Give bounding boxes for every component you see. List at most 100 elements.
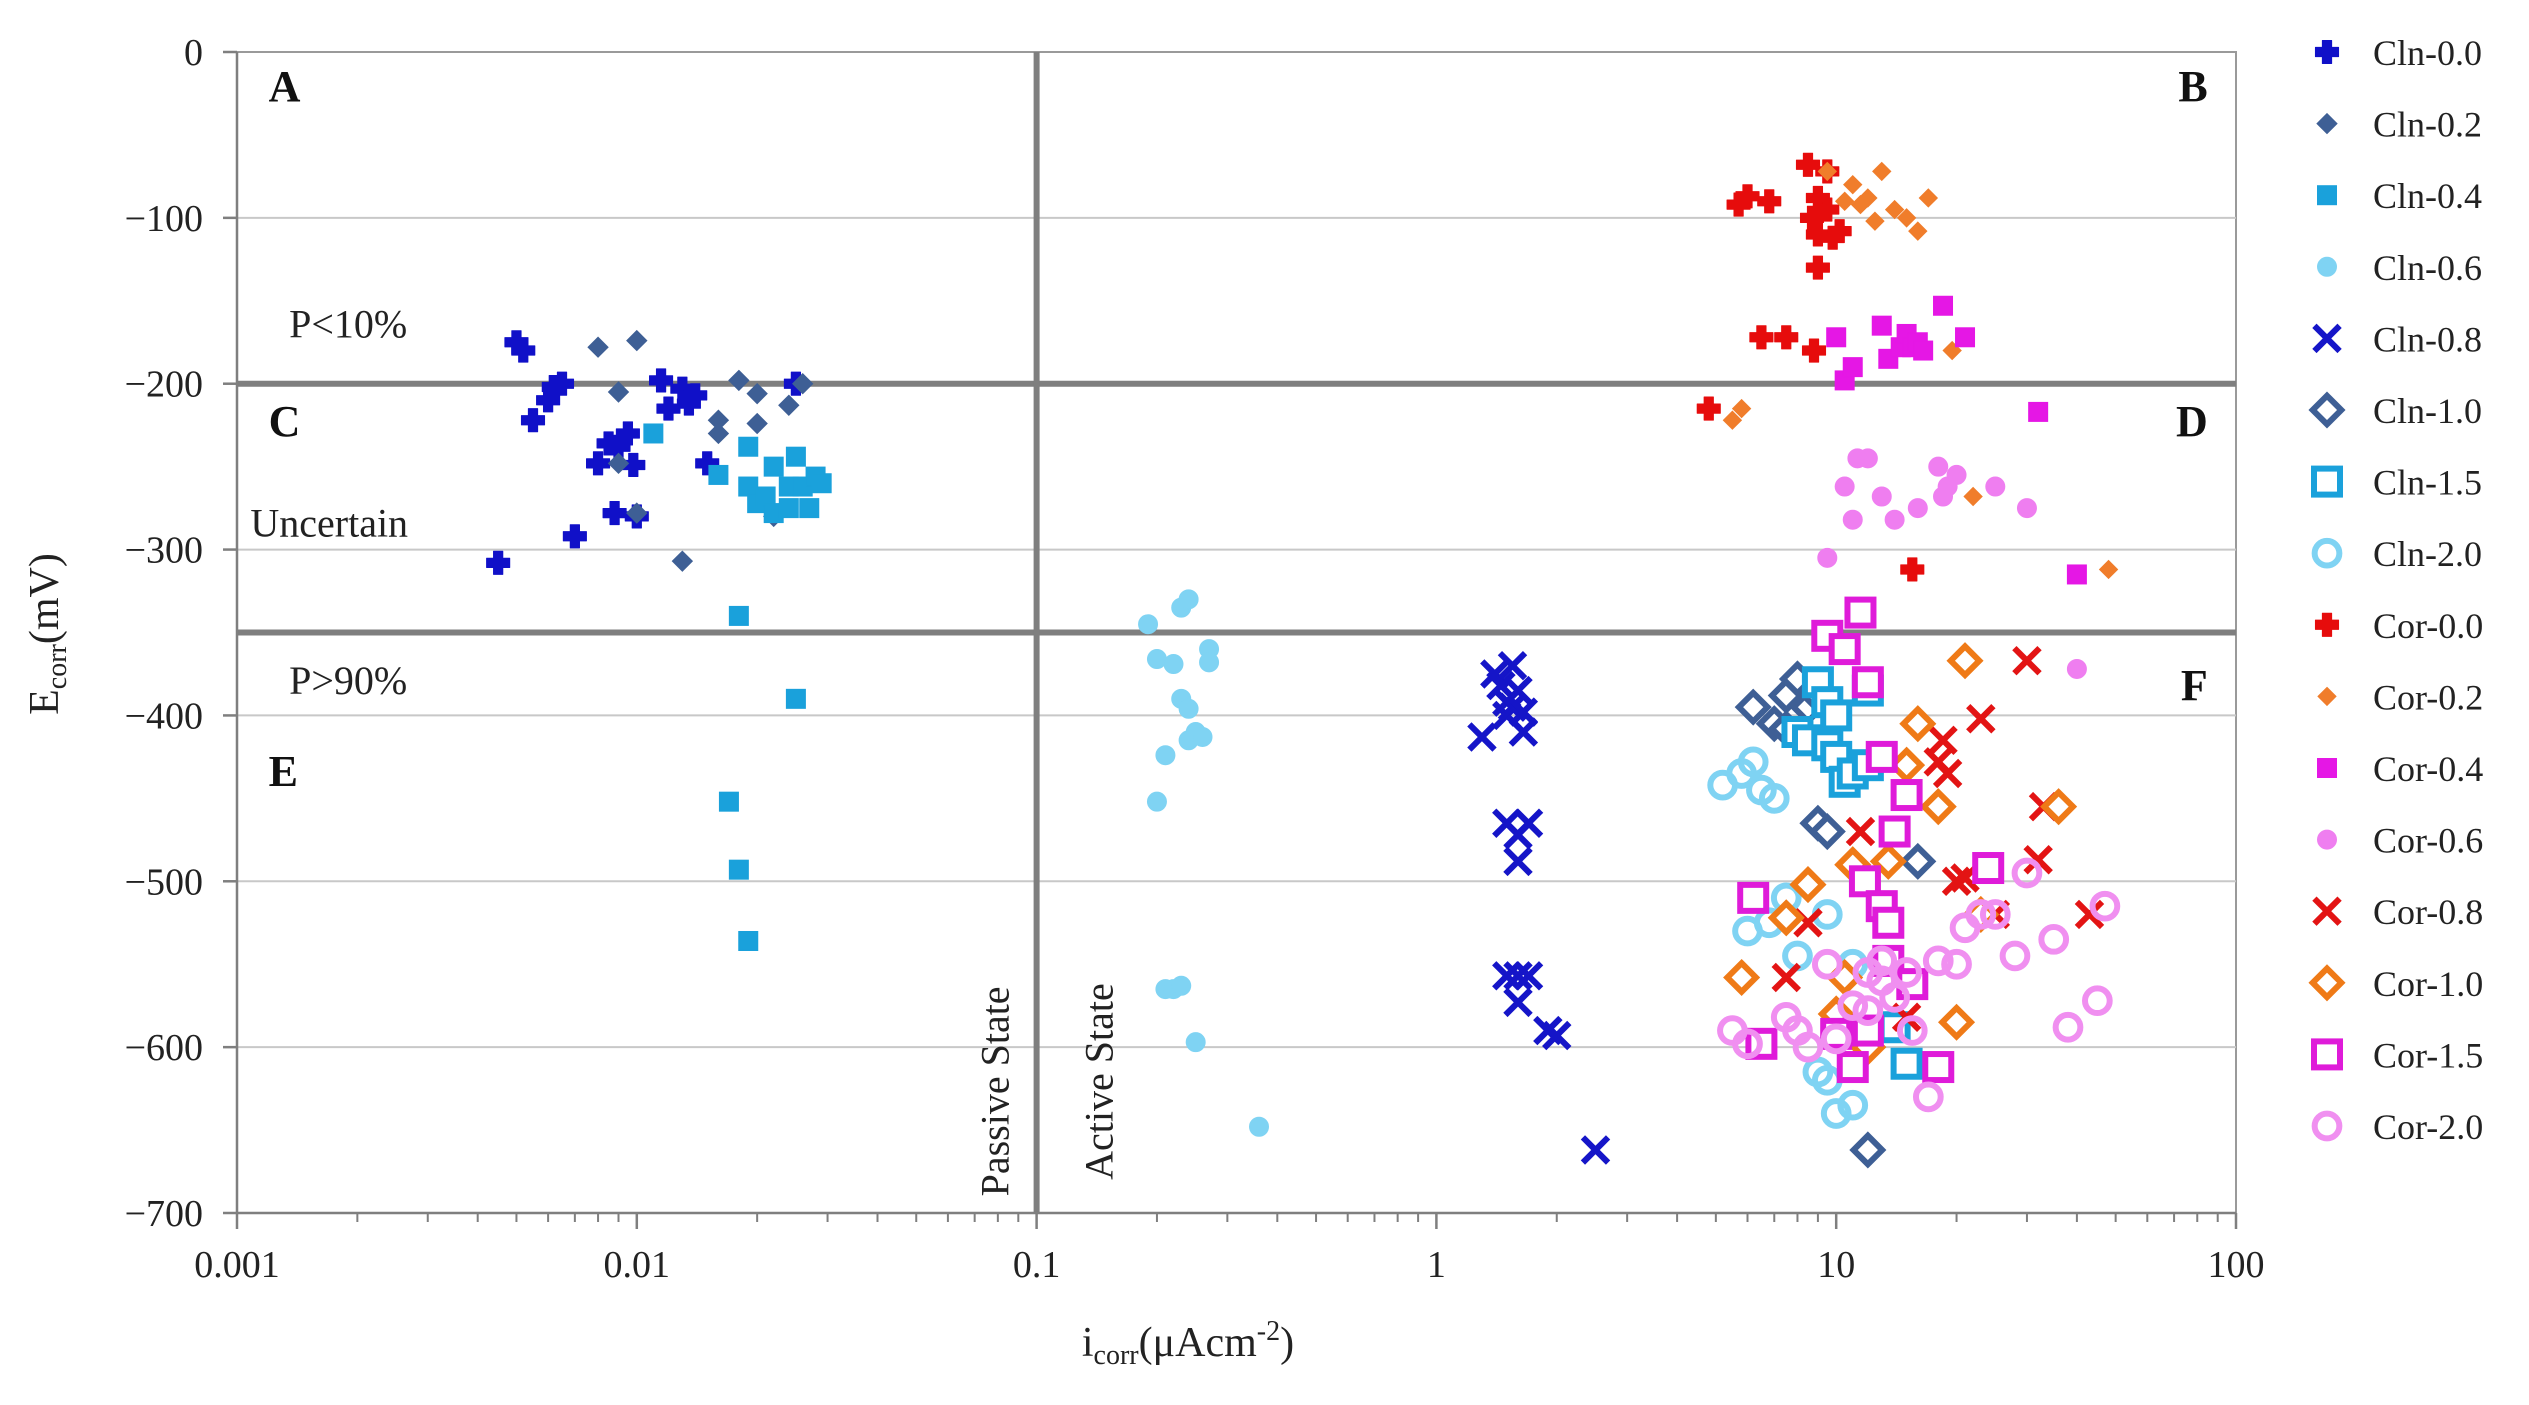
legend-marker	[2316, 112, 2338, 135]
data-point	[1972, 852, 2005, 885]
data-point	[718, 791, 739, 812]
y-axis-title: Ecorr(mV)	[22, 553, 73, 715]
data-point	[1792, 1031, 1824, 1063]
data-point	[1503, 846, 1533, 877]
data-point	[1871, 315, 1892, 336]
axes: 0.001 0.01 0.1 1 10 100 0 −100 −200 −300 −400 −500 −…	[125, 32, 2265, 1286]
y-tick-label: −700	[125, 1193, 203, 1235]
legend-marker	[2311, 1038, 2343, 1071]
data-point	[1801, 338, 1827, 363]
y-tick-label: −400	[125, 695, 203, 737]
y-tick-label: −500	[125, 861, 203, 903]
data-point	[1808, 812, 1846, 851]
data-point	[1965, 899, 1997, 930]
data-point	[738, 436, 759, 457]
data-point	[1858, 188, 1878, 208]
data-point	[746, 412, 768, 435]
region-label-d: D	[2176, 397, 2208, 446]
data-point	[2066, 658, 2087, 679]
legend-label: Cln-1.0	[2373, 391, 2482, 431]
data-point	[1900, 557, 1925, 582]
legend-label: Cor-1.5	[2373, 1035, 2483, 1075]
data-point	[1913, 340, 1934, 361]
y-tick-label: −300	[125, 530, 203, 572]
data-point	[1899, 705, 1937, 743]
legend-label: Cor-0.6	[2373, 821, 2483, 861]
data-point	[1866, 945, 1898, 977]
data-point	[2038, 923, 2070, 955]
legend-label: Cor-0.0	[2373, 606, 2483, 646]
data-point	[1985, 476, 2006, 497]
data-point	[1871, 486, 1892, 507]
legend-label: Cln-1.5	[2373, 463, 2482, 503]
legend-label: Cor-0.8	[2373, 892, 2483, 932]
data-point	[607, 452, 630, 475]
data-point	[1155, 745, 1176, 766]
data-point	[2011, 857, 2043, 889]
legend-label: Cor-2.0	[2373, 1107, 2483, 1147]
data-point	[1834, 191, 1855, 211]
series-cln-0-2	[587, 329, 814, 572]
data-point	[2012, 645, 2042, 676]
data-point	[1811, 948, 1843, 980]
data-point	[1872, 906, 1905, 939]
data-point	[785, 688, 806, 709]
data-point	[1922, 1051, 1955, 1084]
data-point	[1896, 208, 1917, 228]
data-point	[2074, 899, 2105, 930]
data-point	[626, 329, 648, 352]
data-point	[1789, 866, 1827, 904]
data-point	[728, 369, 750, 392]
data-point	[1912, 1081, 1944, 1113]
data-point	[1503, 987, 1533, 1018]
data-point	[1950, 863, 1980, 893]
data-point	[1737, 746, 1769, 778]
data-point	[1842, 357, 1863, 378]
data-point	[1757, 189, 1782, 214]
data-point	[1842, 509, 1863, 530]
data-point	[520, 408, 546, 433]
data-point	[1872, 161, 1892, 182]
data-point	[728, 605, 749, 626]
data-point	[1890, 779, 1923, 812]
data-point	[708, 464, 729, 485]
data-point	[1192, 726, 1213, 747]
data-point	[2028, 401, 2049, 422]
data-point	[799, 498, 820, 519]
data-point	[1851, 666, 1884, 699]
y-tick-label: −200	[125, 364, 203, 406]
data-point	[1758, 783, 1790, 814]
data-point	[671, 550, 694, 572]
data-point	[587, 336, 609, 358]
data-point	[1918, 188, 1939, 208]
data-point	[1837, 990, 1869, 1022]
data-point	[1933, 295, 1954, 316]
data-point	[2089, 890, 2121, 922]
x-tick-label: 0.01	[604, 1244, 671, 1286]
data-point	[1185, 1032, 1206, 1053]
data-point	[562, 524, 587, 549]
data-point	[1828, 633, 1861, 666]
data-point	[1834, 476, 1855, 497]
data-point	[1513, 808, 1544, 838]
data-point	[1955, 327, 1976, 348]
data-point	[1163, 654, 1184, 675]
data-point	[2040, 788, 2078, 826]
x-tick-label: 100	[2208, 1244, 2265, 1286]
y-tick-label: −100	[125, 198, 203, 240]
annotation: Passive State	[972, 986, 1017, 1196]
legend-marker	[2314, 612, 2340, 637]
data-point	[1899, 842, 1937, 880]
data-point	[1844, 596, 1877, 629]
data-point	[1811, 1064, 1843, 1096]
data-point	[2066, 564, 2087, 585]
data-point	[728, 859, 749, 880]
data-point	[1843, 174, 1863, 195]
data-point	[1999, 940, 2031, 972]
data-point	[738, 930, 759, 951]
data-point	[1732, 1028, 1763, 1060]
data-point	[1146, 649, 1167, 670]
series-cln-0-6	[1138, 589, 1270, 1137]
data-point	[1869, 842, 1907, 880]
